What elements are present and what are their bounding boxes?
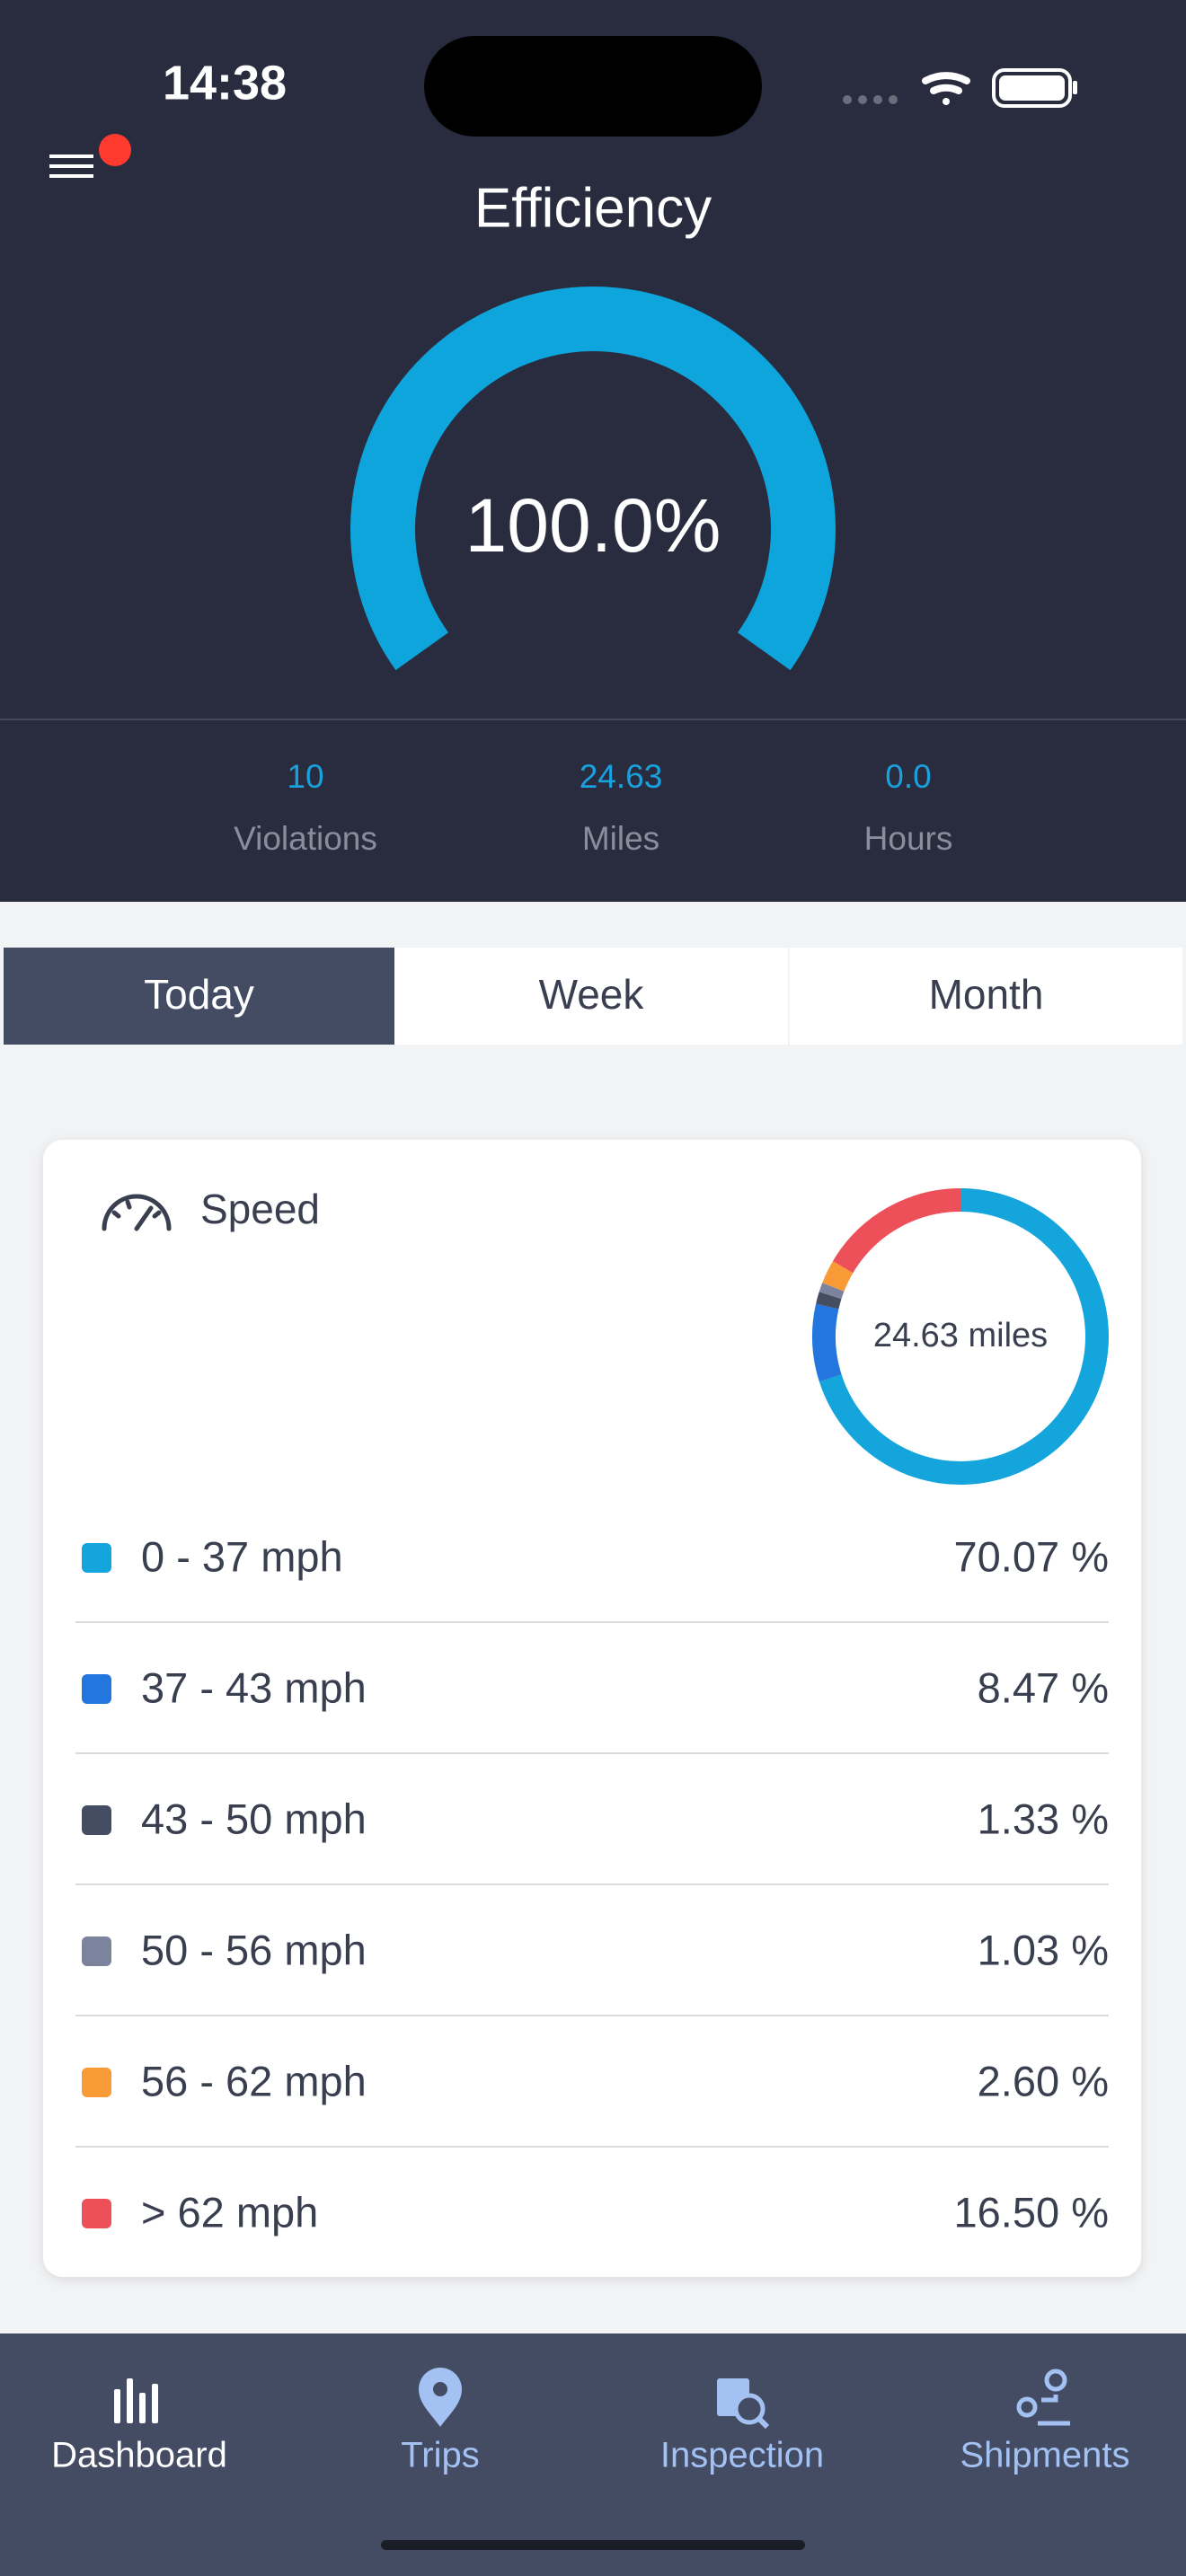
nav-label: Shipments [960, 2436, 1130, 2475]
nav-icon [717, 2378, 770, 2430]
icon-shape [756, 2415, 770, 2430]
bottom-nav [0, 2333, 1186, 2576]
efficiency-gauge [350, 287, 836, 671]
legend-swatch [82, 1936, 111, 1966]
speed-range: > 62 mph [141, 2188, 318, 2236]
tab-label: Week [539, 971, 645, 1018]
speed-range: 43 - 50 mph [141, 1795, 367, 1842]
notification-dot [99, 134, 131, 166]
tab[interactable]: Week [394, 948, 788, 1045]
stat-value: 10 [287, 758, 323, 795]
menu-button[interactable] [49, 154, 93, 178]
speed-share: 8.47 % [978, 1663, 1109, 1711]
nav-item[interactable]: Shipments [960, 2369, 1130, 2475]
nav-label: Dashboard [51, 2436, 227, 2475]
tab-bar: Today Week Month [4, 948, 1182, 1045]
nav-item[interactable]: Trips [401, 2368, 480, 2475]
legend-swatch [82, 1674, 111, 1704]
nav-item[interactable]: Inspection [660, 2378, 824, 2475]
icon-shape [1044, 2369, 1067, 2392]
wifi-icon [922, 72, 970, 105]
donut-segment [822, 1261, 854, 1292]
nav-icon [419, 2368, 462, 2427]
gauge-label: 100.0% [465, 483, 721, 568]
header-background [0, 0, 1186, 902]
tab-background [394, 948, 788, 1045]
speed-range: 37 - 43 mph [141, 1663, 367, 1711]
legend-swatch [82, 1805, 111, 1835]
icon-shape [1016, 2396, 1038, 2418]
icon-shape [139, 2393, 146, 2423]
speed-share: 1.03 % [978, 1926, 1109, 1973]
speed-donut [812, 1188, 1109, 1485]
tab-label: Month [929, 971, 1044, 1018]
stat-label: Hours [864, 820, 953, 857]
speed-list: 0 - 37 mph 70.07 % 37 - 43 mph 8.47 % 43 - 5… [75, 1532, 1109, 2236]
legend-swatch [82, 2199, 111, 2228]
battery-icon [992, 68, 1077, 108]
speed-range: 0 - 37 mph [141, 1532, 343, 1580]
speed-share: 1.33 % [978, 1795, 1109, 1842]
speed-share: 70.07 % [954, 1532, 1109, 1580]
legend-swatch [82, 1543, 111, 1573]
nav-items: Dashboard Trips Inspection Shipments [51, 2368, 1129, 2475]
dynamic-island [424, 36, 762, 137]
speedometer-icon [102, 1194, 172, 1231]
icon-shape [114, 2389, 120, 2423]
stat-value: 0.0 [885, 758, 931, 795]
speed-range: 50 - 56 mph [141, 1926, 367, 1973]
stat-label: Violations [234, 820, 377, 857]
donut-center-label: 24.63 miles [873, 1317, 1048, 1354]
speed-share: 16.50 % [954, 2188, 1109, 2236]
header-title: Efficiency [474, 177, 712, 239]
tab-background [4, 948, 394, 1045]
nav-label: Inspection [660, 2436, 824, 2475]
signal-icon [843, 95, 898, 104]
donut-segment [812, 1303, 842, 1382]
nav-item[interactable]: Dashboard [51, 2378, 227, 2475]
icon-shape [733, 2393, 766, 2425]
nav-label: Trips [401, 2436, 479, 2475]
home-indicator [381, 2540, 805, 2550]
stat-value: 24.63 [580, 758, 663, 795]
donut-segment [819, 1188, 1109, 1485]
donut-segment [816, 1292, 842, 1310]
tab[interactable]: Today [4, 948, 394, 1045]
donut-segment [819, 1283, 845, 1300]
card-title: Speed [200, 1186, 320, 1232]
icon-shape [127, 2378, 133, 2423]
speed-range: 56 - 62 mph [141, 2057, 367, 2104]
nav-icon [1016, 2369, 1070, 2426]
icon-shape [152, 2384, 158, 2423]
tab-label: Today [144, 971, 254, 1018]
icon-shape [433, 2382, 447, 2396]
stats-row: 10 Violations 24.63 Miles 0.0 Hours [234, 758, 952, 857]
legend-swatch [82, 2068, 111, 2097]
icon-shape [419, 2368, 462, 2427]
tab-background [790, 948, 1182, 1045]
speed-share: 2.60 % [978, 2057, 1109, 2104]
icon-shape [1038, 2395, 1070, 2426]
stat-label: Miles [582, 820, 659, 857]
nav-icon [114, 2378, 158, 2423]
donut-segment [832, 1188, 961, 1274]
tab[interactable]: Month [790, 948, 1182, 1045]
status-time: 14:38 [163, 56, 287, 110]
